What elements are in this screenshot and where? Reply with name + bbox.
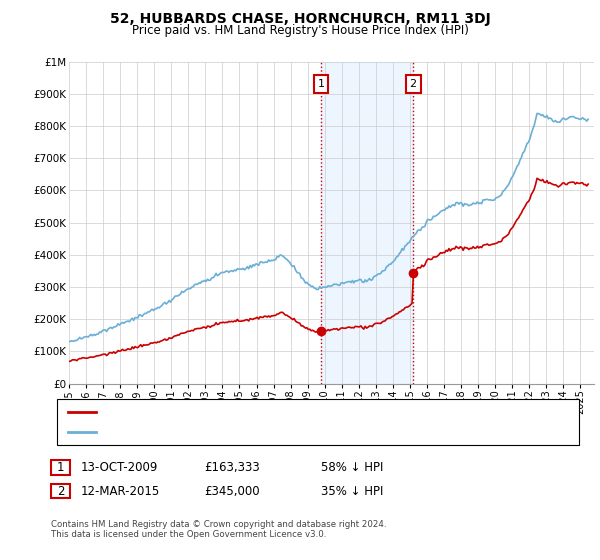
Text: 58% ↓ HPI: 58% ↓ HPI (321, 461, 383, 474)
Text: 1: 1 (317, 79, 325, 89)
Text: 2: 2 (57, 484, 64, 498)
Text: £163,333: £163,333 (204, 461, 260, 474)
Text: 2: 2 (410, 79, 417, 89)
Text: £345,000: £345,000 (204, 484, 260, 498)
Text: 35% ↓ HPI: 35% ↓ HPI (321, 484, 383, 498)
Text: 52, HUBBARDS CHASE, HORNCHURCH, RM11 3DJ: 52, HUBBARDS CHASE, HORNCHURCH, RM11 3DJ (110, 12, 490, 26)
Text: 1: 1 (57, 461, 64, 474)
Text: Contains HM Land Registry data © Crown copyright and database right 2024.
This d: Contains HM Land Registry data © Crown c… (51, 520, 386, 539)
Bar (321, 62, 413, 384)
Text: 13-OCT-2009: 13-OCT-2009 (81, 461, 158, 474)
Text: 52, HUBBARDS CHASE, HORNCHURCH, RM11 3DJ (detached house): 52, HUBBARDS CHASE, HORNCHURCH, RM11 3DJ… (100, 407, 451, 417)
Text: HPI: Average price, detached house, Havering: HPI: Average price, detached house, Have… (100, 427, 340, 437)
Text: Price paid vs. HM Land Registry's House Price Index (HPI): Price paid vs. HM Land Registry's House … (131, 24, 469, 36)
Text: 12-MAR-2015: 12-MAR-2015 (81, 484, 160, 498)
